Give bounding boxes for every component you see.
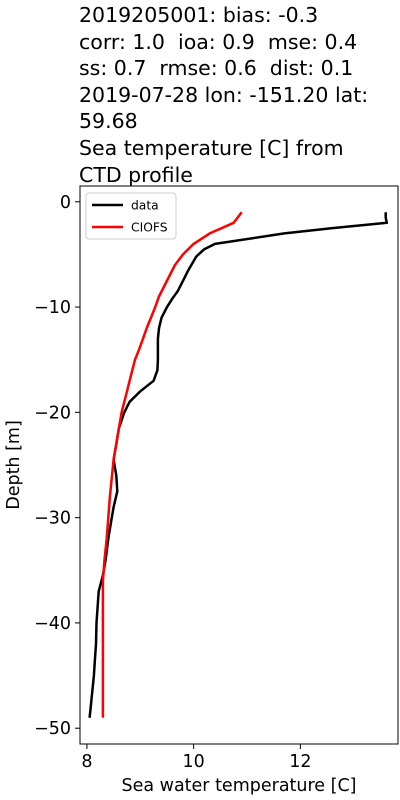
x-ticks: 8 10 12 (81, 744, 311, 772)
title-line: 59.68 (79, 109, 138, 134)
plot-area-frame (79, 185, 399, 745)
legend-label-ciofs: CIOFS (131, 221, 168, 235)
legend-label-data: data (131, 199, 159, 213)
y-tick-label: −40 (34, 614, 71, 634)
x-tick-label: 10 (183, 752, 205, 772)
y-tick-label: 0 (60, 193, 71, 213)
title-line: ss: 0.7 rmse: 0.6 dist: 0.1 (79, 56, 354, 81)
y-ticks: 0 −10 −20 −30 −40 −50 (34, 193, 80, 739)
title-line: 2019-07-28 lon: -151.20 lat: (79, 82, 369, 107)
legend: data CIOFS (85, 192, 177, 240)
x-axis-label: Sea water temperature [C] (121, 776, 356, 796)
series-lines (88, 211, 389, 718)
chart-title: 2019205001: bias: -0.3 corr: 1.0 ioa: 0.… (79, 2, 397, 188)
y-tick-label: −50 (34, 719, 71, 739)
title-line: corr: 1.0 ioa: 0.9 mse: 0.4 (79, 29, 358, 54)
series-line-ciofs (101, 211, 243, 718)
title-line: 2019205001: bias: -0.3 (79, 3, 319, 27)
y-tick-label: −30 (34, 509, 71, 529)
y-tick-label: −10 (34, 298, 71, 318)
series-line-data (88, 212, 389, 718)
title-line: Sea temperature [C] from (79, 135, 344, 160)
x-tick-label: 12 (289, 752, 311, 772)
x-tick-label: 8 (81, 752, 92, 772)
y-tick-label: −20 (34, 403, 71, 423)
y-axis-label: Depth [m] (4, 420, 24, 510)
title-line: CTD profile (79, 162, 193, 187)
